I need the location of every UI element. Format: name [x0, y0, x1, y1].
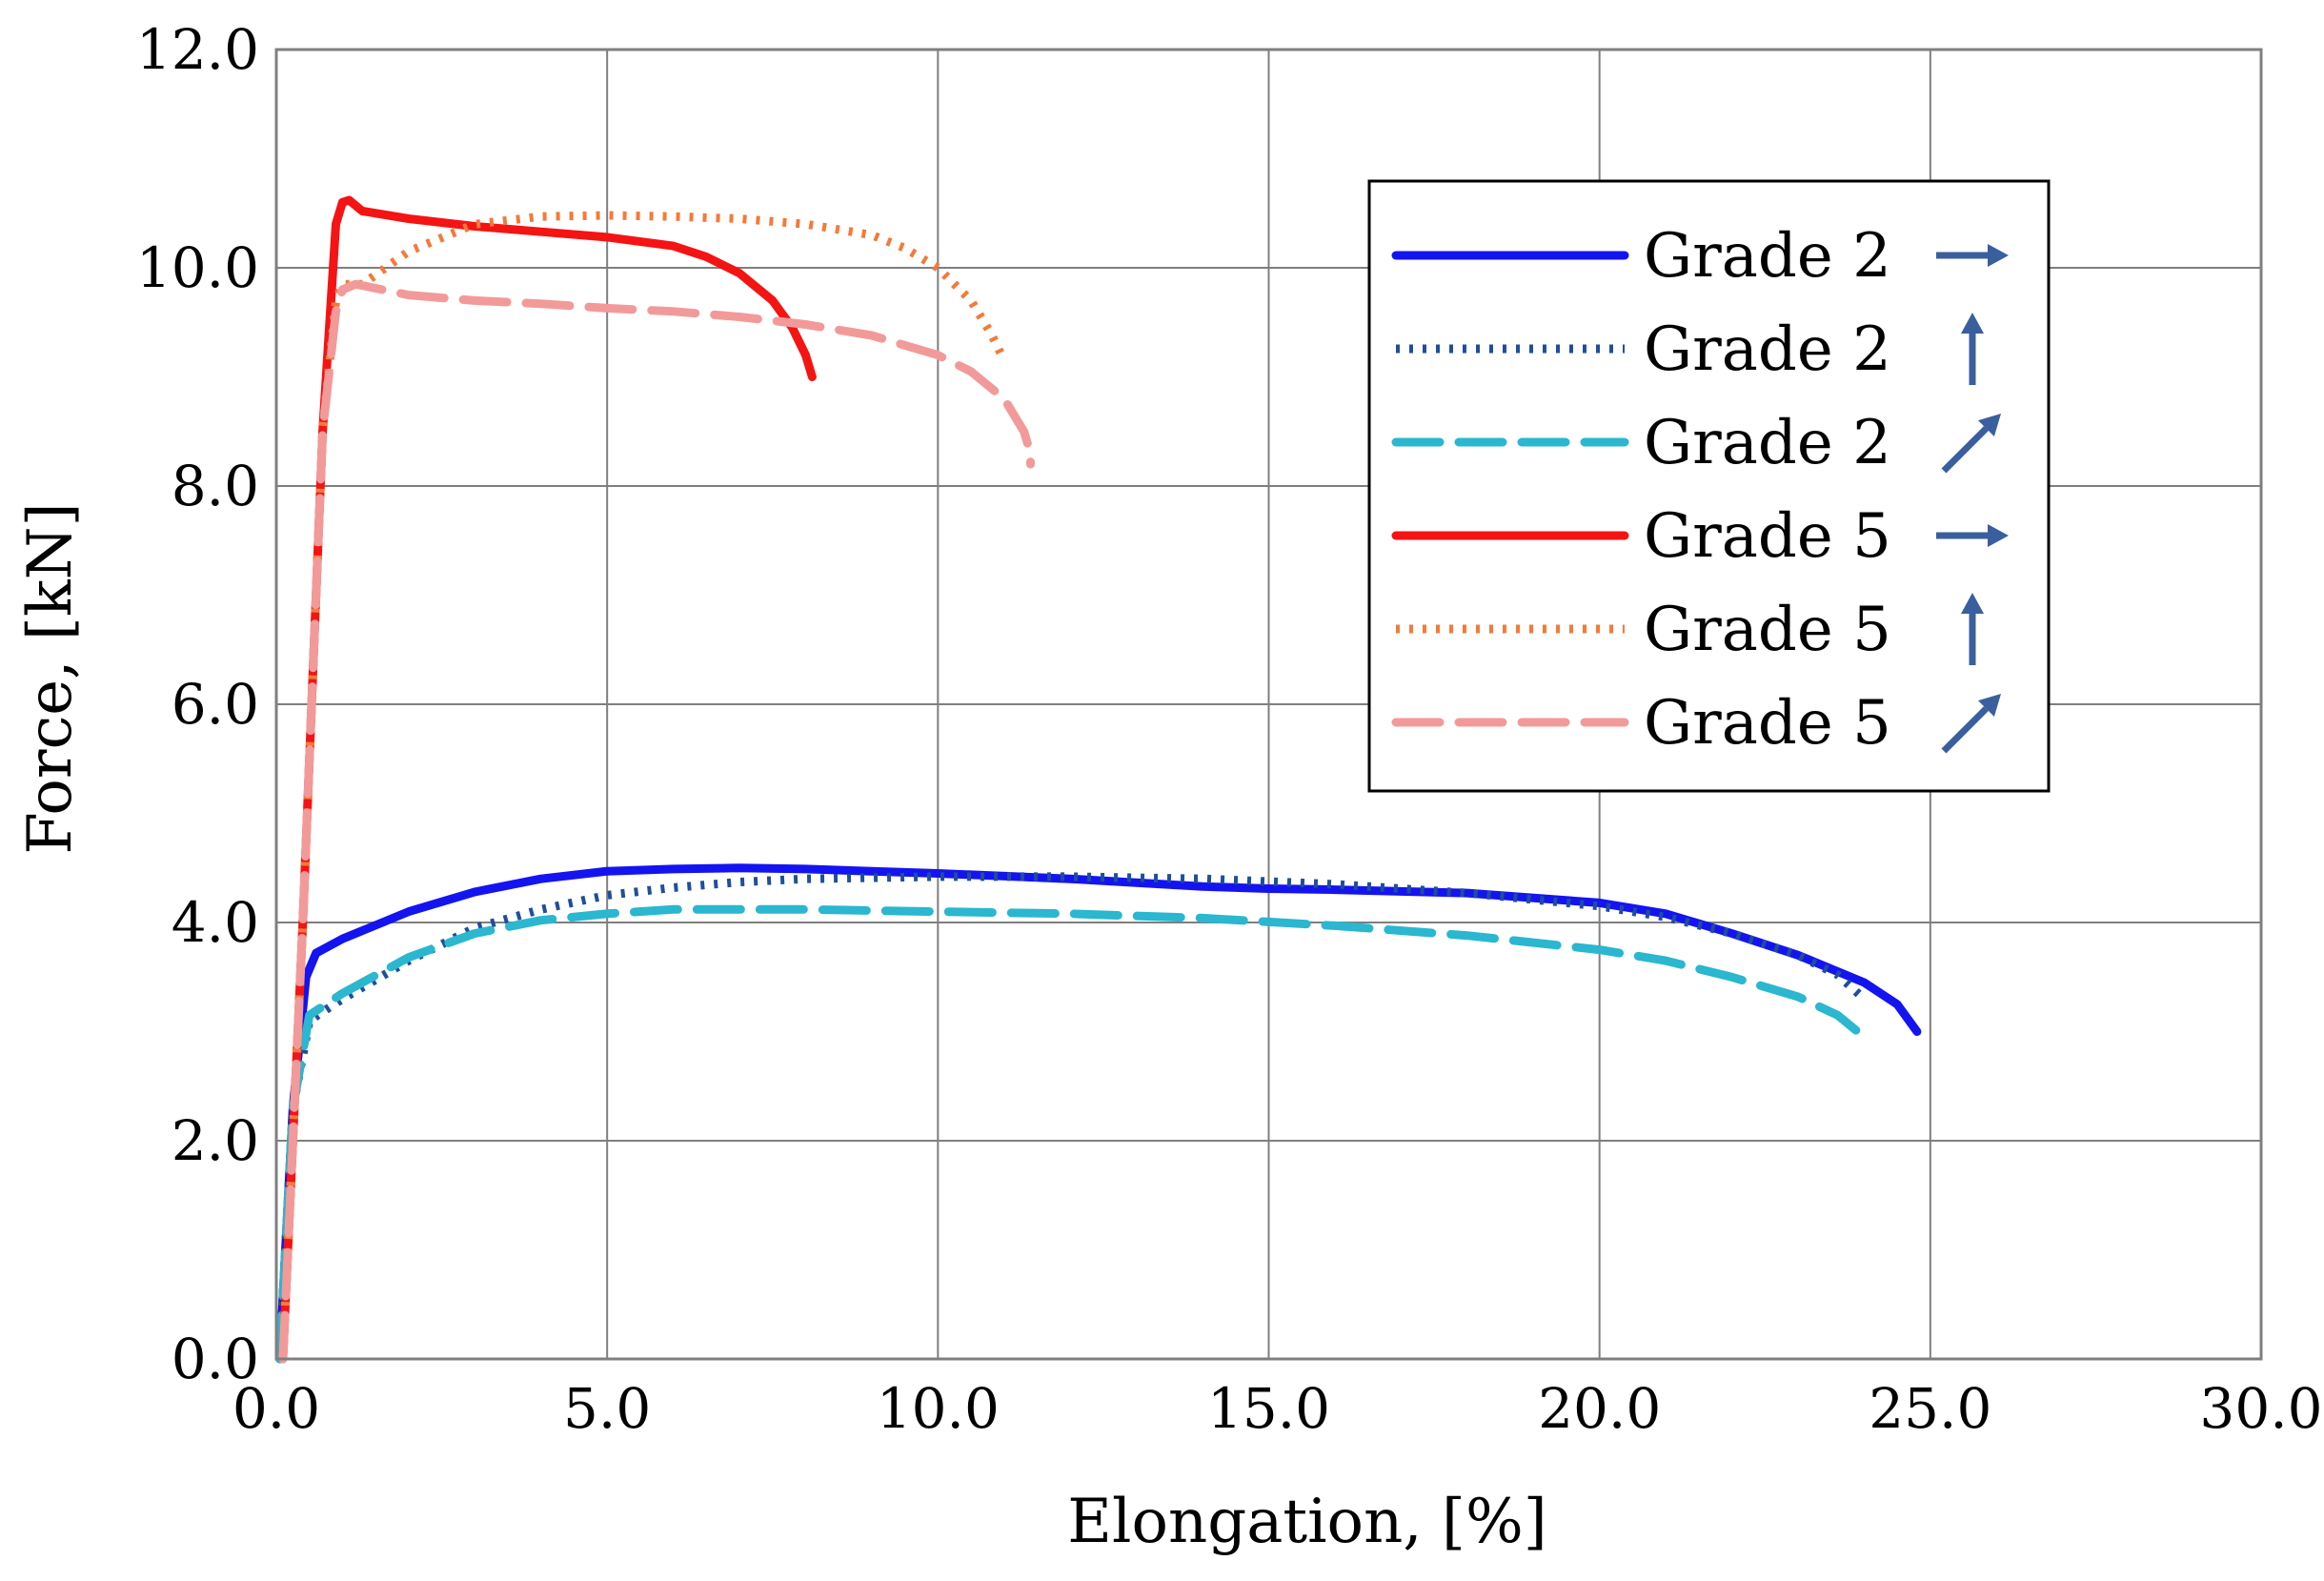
series-lines: [275, 195, 1922, 1364]
y-tick-label: 0.0: [172, 1327, 259, 1391]
y-tick-label: 8.0: [172, 454, 259, 518]
series-line-grade-5-horizontal: [278, 195, 817, 1364]
x-tick-label: 30.0: [2199, 1376, 2322, 1441]
legend-label: Grade 2: [1644, 314, 1891, 385]
series-line-grade-2-diagonal: [275, 904, 1869, 1364]
legend-direction-arrow-icon: ↗: [1941, 694, 2001, 754]
y-tick-label: 6.0: [172, 672, 259, 737]
legend-entry: Grade 2 ↑: [1396, 313, 1984, 385]
x-tick-label: 10.0: [877, 1376, 1000, 1441]
y-tick-label: 12.0: [136, 17, 259, 82]
legend-box: [1367, 179, 2051, 793]
legend-label: Grade 2: [1644, 408, 1891, 478]
x-tick-label: 15.0: [1207, 1376, 1330, 1441]
legend-label: Grade 5: [1644, 688, 1891, 759]
legend-entry: Grade 2 →: [1391, 221, 2009, 292]
legend-entry: Grade 2 ↗: [1391, 408, 2001, 478]
axis-tick-labels: 0.0 5.0 10.0 15.0 20.0 25.0 30.0 0.0 2.0 4.0 6.0 8.…: [136, 17, 2323, 1441]
series-line-grade-2-horizontal: [275, 863, 1922, 1364]
legend-label: Grade 5: [1644, 595, 1891, 665]
legend-direction-arrow-icon: →: [1936, 524, 2009, 547]
legend-direction-arrow-icon: ↑: [1961, 593, 1984, 665]
y-axis-title: Force, [kN]: [15, 502, 86, 854]
series-line-grade-5-vertical: [278, 211, 1008, 1360]
y-tick-label: 10.0: [136, 235, 259, 300]
legend-entry: Grade 5 →: [1391, 501, 2009, 572]
x-axis-title: Elongation, [%]: [1067, 1487, 1546, 1557]
x-tick-label: 25.0: [1869, 1376, 1991, 1441]
series-line-grade-2-vertical: [275, 872, 1868, 1360]
x-tick-label: 5.0: [563, 1376, 651, 1441]
y-tick-label: 4.0: [172, 890, 259, 955]
legend: Grade 2 → Grade 2 ↑ Grade 2 ↗ Grade 5 → Grade 5 ↑…: [1367, 179, 2051, 793]
legend-label: Grade 2: [1644, 221, 1891, 292]
legend-direction-arrow-icon: ↗: [1941, 414, 2001, 474]
x-tick-label: 20.0: [1538, 1376, 1661, 1441]
plot-area-frame: [274, 48, 2263, 1361]
legend-direction-arrow-icon: ↑: [1961, 313, 1984, 385]
legend-label: Grade 5: [1644, 501, 1891, 572]
x-tick-label: 0.0: [232, 1376, 320, 1441]
legend-entry: Grade 5 ↑: [1396, 593, 1984, 665]
legend-direction-arrow-icon: →: [1936, 244, 2009, 267]
y-tick-label: 2.0: [172, 1108, 259, 1173]
legend-entry: Grade 5 ↗: [1391, 688, 2001, 759]
series-line-grade-5-diagonal: [278, 279, 1035, 1364]
